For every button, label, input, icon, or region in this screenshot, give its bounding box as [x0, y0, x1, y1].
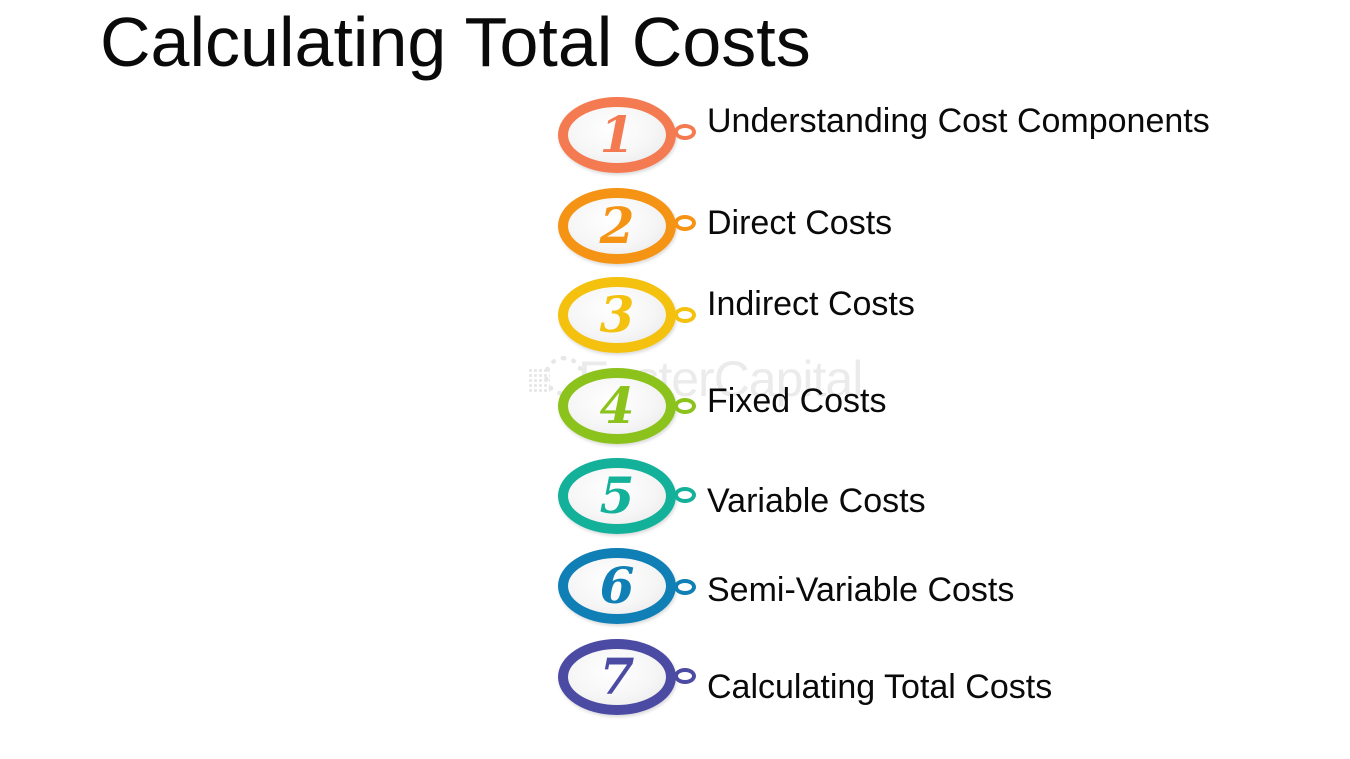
step-1-connector: [674, 124, 696, 140]
step-4-label: Fixed Costs: [707, 382, 887, 420]
step-2-ring: [558, 188, 676, 264]
step-7-ring: [558, 639, 676, 715]
step-4: 4 Fixed Costs: [558, 368, 1258, 444]
step-6-number: 6: [599, 556, 635, 615]
step-5-label: Variable Costs: [707, 482, 926, 520]
step-6-label: Semi-Variable Costs: [707, 571, 1015, 609]
step-1-number: 1: [599, 105, 635, 164]
step-3-number: 3: [599, 285, 635, 344]
step-4-number: 4: [599, 376, 635, 435]
step-7-connector: [674, 668, 696, 684]
step-5: 5 Variable Costs: [558, 458, 1258, 534]
step-7-number: 7: [599, 647, 635, 706]
step-3-label: Indirect Costs: [707, 285, 915, 323]
step-1-ring: [558, 97, 676, 173]
step-2-label: Direct Costs: [707, 204, 893, 242]
step-1: 1 Understanding Cost Components: [558, 97, 1258, 173]
step-7-label: Calculating Total Costs: [707, 668, 1053, 706]
step-2-connector: [674, 215, 696, 231]
step-5-connector: [674, 487, 696, 503]
step-6-ring: [558, 548, 676, 624]
step-5-number: 5: [599, 466, 635, 525]
step-5-ring: [558, 458, 676, 534]
step-4-connector: [674, 398, 696, 414]
page-title: Calculating Total Costs: [100, 3, 811, 81]
step-7: 7 Calculating Total Costs: [558, 639, 1258, 715]
step-3: 3 Indirect Costs: [558, 277, 1258, 353]
step-2: 2 Direct Costs: [558, 188, 1258, 264]
step-4-ring: [558, 368, 676, 444]
step-2-number: 2: [599, 196, 635, 255]
step-1-label: Understanding Cost Components: [707, 102, 1210, 140]
step-6: 6 Semi-Variable Costs: [558, 548, 1258, 624]
step-3-connector: [674, 307, 696, 323]
step-3-ring: [558, 277, 676, 353]
step-6-connector: [674, 579, 696, 595]
